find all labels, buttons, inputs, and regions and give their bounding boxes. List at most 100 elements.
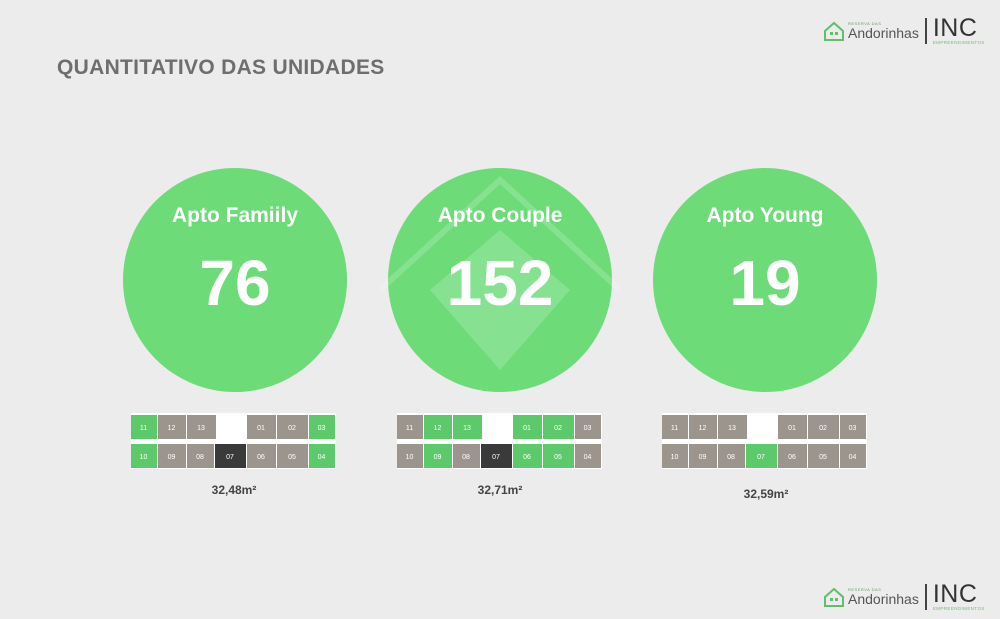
unit-label-13: 13 bbox=[728, 425, 736, 432]
unit-cell-01 bbox=[513, 415, 542, 439]
unit-circle-couple: Apto Couple 152 bbox=[388, 168, 612, 392]
unit-label-02: 02 bbox=[288, 425, 296, 432]
unit-cell-11 bbox=[397, 415, 423, 439]
unit-cell-13 bbox=[453, 415, 482, 439]
unit-label-04: 04 bbox=[849, 454, 857, 461]
unit-circle-young: Apto Young 19 bbox=[653, 168, 877, 392]
brand-small-text: RESERVA DAS bbox=[848, 20, 882, 26]
unit-cell-10 bbox=[662, 444, 688, 468]
unit-label-03: 03 bbox=[849, 425, 857, 432]
unit-label-04: 04 bbox=[318, 454, 326, 461]
unit-label-02: 02 bbox=[819, 425, 827, 432]
unit-label-01: 01 bbox=[523, 425, 531, 432]
unit-cell-08 bbox=[453, 444, 480, 468]
unit-label-03: 03 bbox=[318, 425, 326, 432]
unit-label-08: 08 bbox=[727, 454, 735, 461]
unit-label-01: 01 bbox=[788, 425, 796, 432]
unit-label-04: 04 bbox=[584, 454, 592, 461]
unit-cell-11 bbox=[131, 415, 157, 439]
unit-count: 152 bbox=[388, 246, 612, 320]
logo-divider bbox=[924, 17, 927, 44]
unit-cell-01 bbox=[778, 415, 807, 439]
unit-cell-07 bbox=[481, 444, 512, 468]
unit-label-01: 01 bbox=[257, 425, 265, 432]
unit-cell-06 bbox=[513, 444, 542, 468]
brand-logo: RESERVA DAS Andorinhas bbox=[823, 20, 919, 42]
unit-label-13: 13 bbox=[197, 425, 205, 432]
floor-plan-young: 11 12 13 01 02 03 10 09 08 07 06 05 04 bbox=[662, 413, 867, 469]
floor-plan-couple: 11 12 13 01 02 03 10 09 08 07 06 05 04 bbox=[397, 413, 602, 469]
unit-label-05: 05 bbox=[288, 454, 296, 461]
unit-cell-07 bbox=[215, 444, 246, 468]
unit-label-10: 10 bbox=[406, 454, 414, 461]
company-logo: INC EMPREENDIMENTOS bbox=[933, 582, 985, 612]
unit-cell-02 bbox=[277, 415, 308, 439]
unit-label-07: 07 bbox=[757, 454, 765, 461]
unit-cell-10 bbox=[397, 444, 423, 468]
unit-label-09: 09 bbox=[699, 454, 707, 461]
unit-cell-02 bbox=[543, 415, 574, 439]
unit-label-08: 08 bbox=[462, 454, 470, 461]
logo-top: RESERVA DAS Andorinhas INC EMPREENDIMENT… bbox=[823, 16, 985, 46]
page-title: QUANTITATIVO DAS UNIDADES bbox=[57, 56, 385, 79]
unit-cell-05 bbox=[808, 444, 839, 468]
unit-label-09: 09 bbox=[434, 454, 442, 461]
unit-cell-09 bbox=[158, 444, 186, 468]
unit-cell-12 bbox=[158, 415, 186, 439]
unit-cell-11 bbox=[662, 415, 688, 439]
unit-label: Apto Couple bbox=[437, 204, 563, 227]
unit-label-12: 12 bbox=[699, 425, 707, 432]
unit-label-12: 12 bbox=[434, 425, 442, 432]
watermark-logo bbox=[377, 175, 623, 370]
unit-label-12: 12 bbox=[168, 425, 176, 432]
unit-label-05: 05 bbox=[554, 454, 562, 461]
unit-label: Apto Famiily bbox=[171, 204, 298, 227]
company-name: INC bbox=[932, 14, 978, 42]
unit-label-11: 11 bbox=[406, 425, 413, 432]
unit-area: 32,48m² bbox=[211, 483, 257, 497]
unit-count: 76 bbox=[199, 247, 271, 319]
unit-label-10: 10 bbox=[671, 454, 679, 461]
unit-label-06: 06 bbox=[257, 454, 265, 461]
unit-cell-07 bbox=[746, 444, 777, 468]
unit-cell-06 bbox=[247, 444, 276, 468]
unit-circle-family: Apto Famiily 76 bbox=[123, 168, 347, 392]
unit-label-13: 13 bbox=[463, 425, 471, 432]
unit-label-09: 09 bbox=[168, 454, 176, 461]
house-icon bbox=[824, 21, 844, 41]
brand-name: Andorinhas bbox=[848, 590, 919, 607]
unit-cell-04 bbox=[309, 444, 335, 468]
unit-label: Apto Young bbox=[706, 204, 824, 227]
brand-logo: RESERVA DAS Andorinhas bbox=[823, 586, 919, 608]
unit-cell-05 bbox=[543, 444, 574, 468]
unit-cell-03 bbox=[309, 415, 335, 439]
company-logo: INC EMPREENDIMENTOS bbox=[933, 16, 985, 46]
unit-label-11: 11 bbox=[671, 425, 678, 432]
company-subtitle: EMPREENDIMENTOS bbox=[932, 40, 985, 45]
company-name: INC bbox=[932, 580, 978, 608]
unit-label-05: 05 bbox=[819, 454, 827, 461]
unit-cell-09 bbox=[689, 444, 717, 468]
unit-cell-13 bbox=[187, 415, 216, 439]
floor-plan-family: 11 12 13 01 02 03 10 09 08 07 06 05 04 bbox=[131, 413, 336, 469]
unit-label-08: 08 bbox=[196, 454, 204, 461]
unit-cell-10 bbox=[131, 444, 157, 468]
unit-cell-06 bbox=[778, 444, 807, 468]
unit-area: 32,59m² bbox=[743, 487, 789, 501]
unit-cell-08 bbox=[187, 444, 214, 468]
unit-label-11: 11 bbox=[140, 425, 147, 432]
company-subtitle: EMPREENDIMENTOS bbox=[932, 606, 985, 611]
brand-small-text: RESERVA DAS bbox=[848, 586, 882, 592]
floor-plan-svg: 11 12 13 01 02 03 10 09 08 07 06 05 04 bbox=[662, 413, 867, 469]
unit-cell-03 bbox=[575, 415, 601, 439]
floor-plan-svg: 11 12 13 01 02 03 10 09 08 07 06 05 04 bbox=[397, 413, 602, 469]
unit-label-06: 06 bbox=[788, 454, 796, 461]
unit-label-02: 02 bbox=[554, 425, 562, 432]
unit-cell-08 bbox=[718, 444, 745, 468]
unit-label-06: 06 bbox=[523, 454, 531, 461]
unit-count: 19 bbox=[729, 247, 801, 319]
unit-label-03: 03 bbox=[584, 425, 592, 432]
unit-label-07: 07 bbox=[492, 454, 500, 461]
house-icon bbox=[824, 587, 844, 607]
unit-cell-02 bbox=[808, 415, 839, 439]
